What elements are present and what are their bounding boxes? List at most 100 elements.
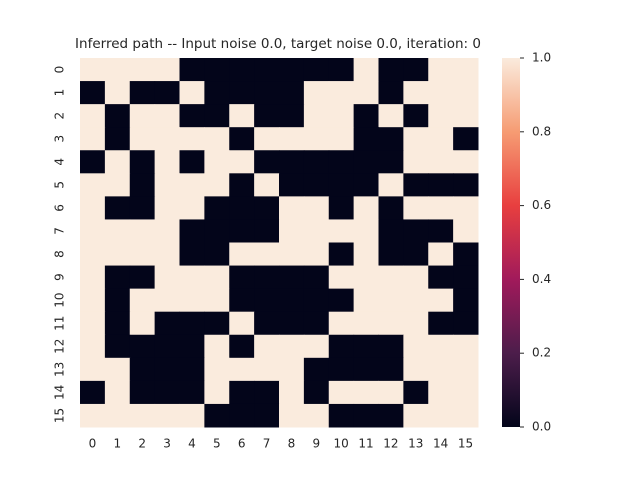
heatmap-cell: [179, 127, 205, 151]
y-tick-label: 0: [53, 66, 67, 74]
heatmap-cell: [328, 357, 355, 382]
heatmap-cell: [154, 334, 180, 359]
heatmap-cell: [129, 127, 156, 151]
heatmap-cell: [353, 58, 379, 82]
y-tick-label: 15: [53, 408, 67, 423]
heatmap-cell: [179, 104, 205, 128]
heatmap-cell: [154, 127, 180, 151]
heatmap-cell: [353, 265, 379, 290]
heatmap-cell: [104, 357, 131, 382]
heatmap-cell: [80, 334, 106, 359]
heatmap-cell: [179, 334, 205, 359]
colorbar-tick-label: 1.0: [532, 51, 551, 65]
heatmap-cell: [229, 58, 255, 82]
heatmap-cell: [254, 58, 280, 82]
heatmap-cell: [154, 173, 180, 197]
heatmap-cell: [353, 196, 379, 220]
heatmap-cell: [328, 334, 355, 359]
heatmap-cell: [254, 334, 280, 359]
heatmap-cell: [104, 58, 131, 82]
heatmap-cell: [328, 196, 355, 220]
heatmap-cell: [428, 288, 454, 313]
heatmap-cell: [378, 380, 404, 405]
heatmap-cell: [229, 380, 255, 405]
heatmap-cell: [254, 150, 280, 174]
colorbar-tick-label: 0.0: [532, 420, 551, 434]
heatmap-cell: [204, 288, 230, 313]
y-tick-label: 6: [53, 204, 67, 212]
y-tick-label: 2: [53, 112, 67, 120]
heatmap-cell: [80, 403, 106, 428]
heatmap-cell: [428, 58, 454, 82]
heatmap-cell: [104, 265, 131, 290]
heatmap-cell: [229, 196, 255, 220]
heatmap-cell: [129, 150, 156, 174]
x-tick-label: 8: [288, 437, 296, 451]
heatmap-cell: [353, 127, 379, 151]
heatmap-cell: [378, 288, 404, 313]
heatmap-cell: [303, 334, 330, 359]
heatmap-cell: [254, 357, 280, 382]
heatmap-cell: [129, 196, 156, 220]
heatmap-cell: [279, 81, 305, 105]
heatmap-cell: [154, 288, 180, 313]
heatmap-cell: [229, 403, 255, 428]
x-tick-label: 1: [113, 437, 121, 451]
heatmap-cell: [104, 127, 131, 151]
heatmap-cell: [229, 127, 255, 151]
heatmap-cell: [303, 150, 330, 174]
heatmap-cell: [303, 196, 330, 220]
heatmap-cell: [154, 58, 180, 82]
heatmap-cell: [428, 403, 454, 428]
heatmap-cell: [104, 173, 131, 197]
heatmap-cell: [279, 150, 305, 174]
heatmap-cell: [204, 380, 230, 405]
heatmap-cell: [129, 288, 156, 313]
heatmap-cell: [353, 173, 379, 197]
heatmap-cell: [453, 173, 479, 197]
heatmap-cell: [328, 242, 355, 267]
heatmap-cell: [80, 288, 106, 313]
heatmap-cell: [378, 58, 404, 82]
heatmap-cell: [179, 288, 205, 313]
heatmap-cell: [204, 81, 230, 105]
heatmap-cell: [453, 81, 479, 105]
heatmap-cell: [453, 265, 479, 290]
heatmap-cell: [179, 173, 205, 197]
heatmap-cell: [80, 196, 106, 220]
heatmap-cell: [378, 265, 404, 290]
y-tick-label: 10: [53, 293, 67, 308]
heatmap-cell: [303, 311, 330, 336]
heatmap-cell: [303, 81, 330, 105]
x-tick-label: 3: [163, 437, 171, 451]
heatmap-cell: [179, 219, 205, 243]
heatmap-cell: [428, 242, 454, 267]
heatmap-cell: [428, 104, 454, 128]
x-tick-label: 12: [383, 437, 398, 451]
heatmap-cell: [229, 104, 255, 128]
heatmap-cell: [403, 357, 429, 382]
heatmap-cell: [279, 288, 305, 313]
heatmap-cell: [129, 357, 156, 382]
heatmap-cell: [204, 242, 230, 267]
heatmap-cell: [154, 242, 180, 267]
heatmap-cell: [254, 173, 280, 197]
y-tick-label: 8: [53, 250, 67, 258]
heatmap-cell: [453, 242, 479, 267]
heatmap-cell: [453, 150, 479, 174]
heatmap-cell: [428, 127, 454, 151]
heatmap-cell: [403, 173, 429, 197]
heatmap-cell: [129, 219, 156, 243]
heatmap-cell: [129, 58, 156, 82]
heatmap-cell: [80, 58, 106, 82]
heatmap-cell: [428, 196, 454, 220]
heatmap-cell: [229, 219, 255, 243]
heatmap-cell: [403, 334, 429, 359]
heatmap-cell: [204, 357, 230, 382]
heatmap-cell: [154, 311, 180, 336]
heatmap-cell: [353, 242, 379, 267]
heatmap-cell: [104, 242, 131, 267]
heatmap-cell: [279, 334, 305, 359]
heatmap-cell: [279, 127, 305, 151]
heatmap-cell: [254, 288, 280, 313]
